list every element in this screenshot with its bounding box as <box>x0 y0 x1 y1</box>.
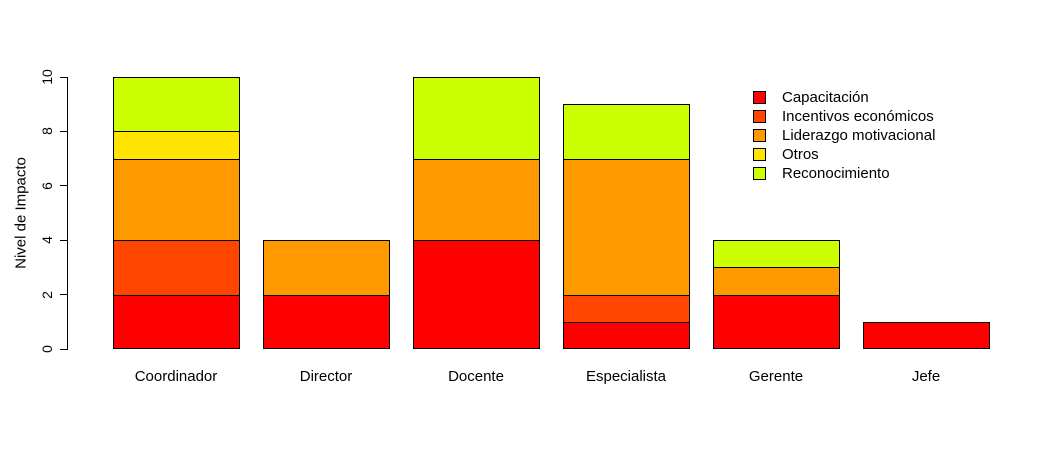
legend-label: Reconocimiento <box>782 164 890 182</box>
y-tick-label: 0 <box>39 345 55 353</box>
bar-segment <box>562 104 690 160</box>
y-tick-label: 6 <box>39 181 55 190</box>
legend-item: Otros <box>753 145 935 163</box>
legend-item: Capacitación <box>753 88 935 106</box>
y-axis-title: Nivel de Impacto <box>12 157 30 269</box>
y-axis <box>67 77 68 350</box>
legend-item: Incentivos económicos <box>753 107 935 125</box>
y-tick-label: 8 <box>39 127 55 136</box>
bar-segment <box>412 159 540 241</box>
y-tick-label: 10 <box>39 69 55 85</box>
bar-segment <box>412 240 540 349</box>
bar-segment <box>712 295 840 349</box>
y-tick <box>60 348 67 350</box>
legend-swatch <box>753 128 766 142</box>
x-axis-label: Director <box>299 368 353 385</box>
plot-area <box>101 77 1001 349</box>
bar-segment <box>112 295 240 349</box>
bar-segment <box>112 240 240 296</box>
bar-segment <box>412 77 540 160</box>
legend-label: Liderazgo motivacional <box>782 126 936 144</box>
y-tick-label: 4 <box>39 236 55 245</box>
y-tick <box>60 239 67 241</box>
x-axis-label: Gerente <box>748 368 804 385</box>
x-axis-label: Coordinador <box>134 368 218 385</box>
x-axis-label: Jefe <box>911 368 941 385</box>
bar-segment <box>262 240 390 296</box>
bar-segment <box>112 77 240 132</box>
legend-swatch <box>753 147 766 161</box>
y-tick <box>60 130 67 132</box>
legend-item: Liderazgo motivacional <box>753 126 936 144</box>
bar-segment <box>562 322 690 349</box>
y-tick <box>60 185 67 187</box>
bar-segment <box>112 131 240 160</box>
legend-label: Capacitación <box>782 88 869 106</box>
bar-segment <box>562 295 690 323</box>
legend-swatch <box>753 90 766 104</box>
x-axis-label: Docente <box>448 368 504 385</box>
bar-segment <box>862 322 990 349</box>
legend-item: Reconocimiento <box>753 164 935 182</box>
bar-segment <box>712 240 840 268</box>
legend-swatch <box>753 109 766 123</box>
y-tick <box>60 294 67 296</box>
bar-segment <box>262 295 390 349</box>
y-tick-label: 2 <box>39 290 55 299</box>
y-tick <box>60 76 67 78</box>
bar-segment <box>712 267 840 296</box>
legend-swatch <box>753 166 766 180</box>
bar-segment <box>112 159 240 241</box>
bar-segment <box>562 159 690 296</box>
legend: Capacitación Incentivos económicos Lideraz… <box>753 90 935 185</box>
legend-label: Otros <box>782 145 819 163</box>
x-axis-label: Especialista <box>585 368 667 385</box>
legend-label: Incentivos económicos <box>782 107 934 125</box>
